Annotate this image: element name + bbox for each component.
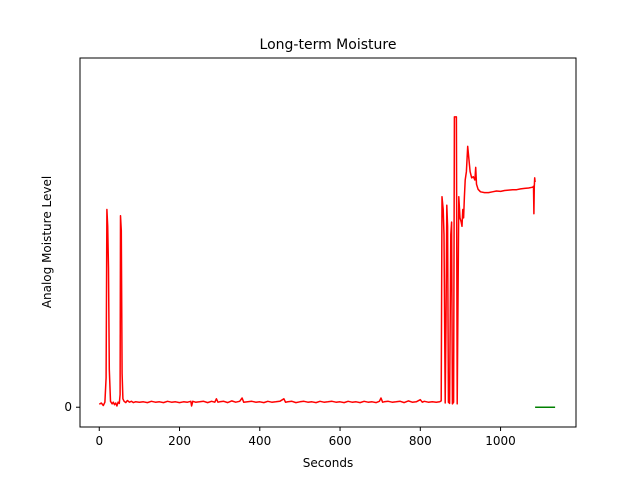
y-tick-label: 0 — [64, 400, 72, 414]
x-tick-label: 1000 — [485, 434, 516, 448]
x-tick-label: 0 — [95, 434, 103, 448]
y-axis-label: Analog Moisture Level — [40, 176, 54, 308]
x-tick-label: 800 — [409, 434, 432, 448]
plot-frame — [79, 57, 577, 428]
x-tick-label: 600 — [329, 434, 352, 448]
axis-ticks: 0 200 400 600 800 1000 0 — [64, 400, 515, 448]
x-tick-label: 400 — [248, 434, 271, 448]
plot-series — [98, 116, 556, 408]
x-axis-label: Seconds — [303, 456, 353, 470]
series-line-1 — [98, 116, 536, 407]
chart-title: Long-term Moisture — [260, 37, 397, 53]
x-tick-label: 200 — [168, 434, 191, 448]
